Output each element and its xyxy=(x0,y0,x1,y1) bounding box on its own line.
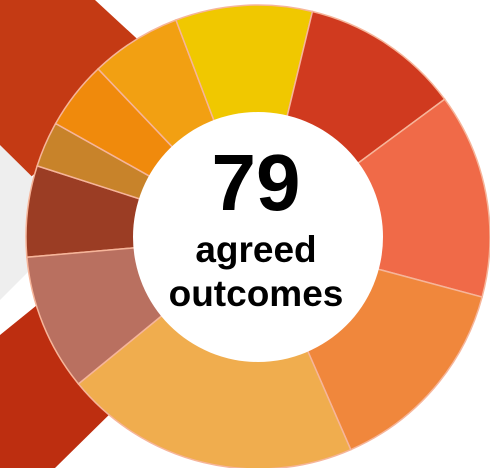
center-value-text: 79 xyxy=(212,138,301,227)
donut-slices xyxy=(25,4,490,468)
center-label-line-1: agreed xyxy=(195,229,316,270)
donut-center-hole xyxy=(133,112,383,362)
center-label-line-2: outcomes xyxy=(169,273,344,314)
